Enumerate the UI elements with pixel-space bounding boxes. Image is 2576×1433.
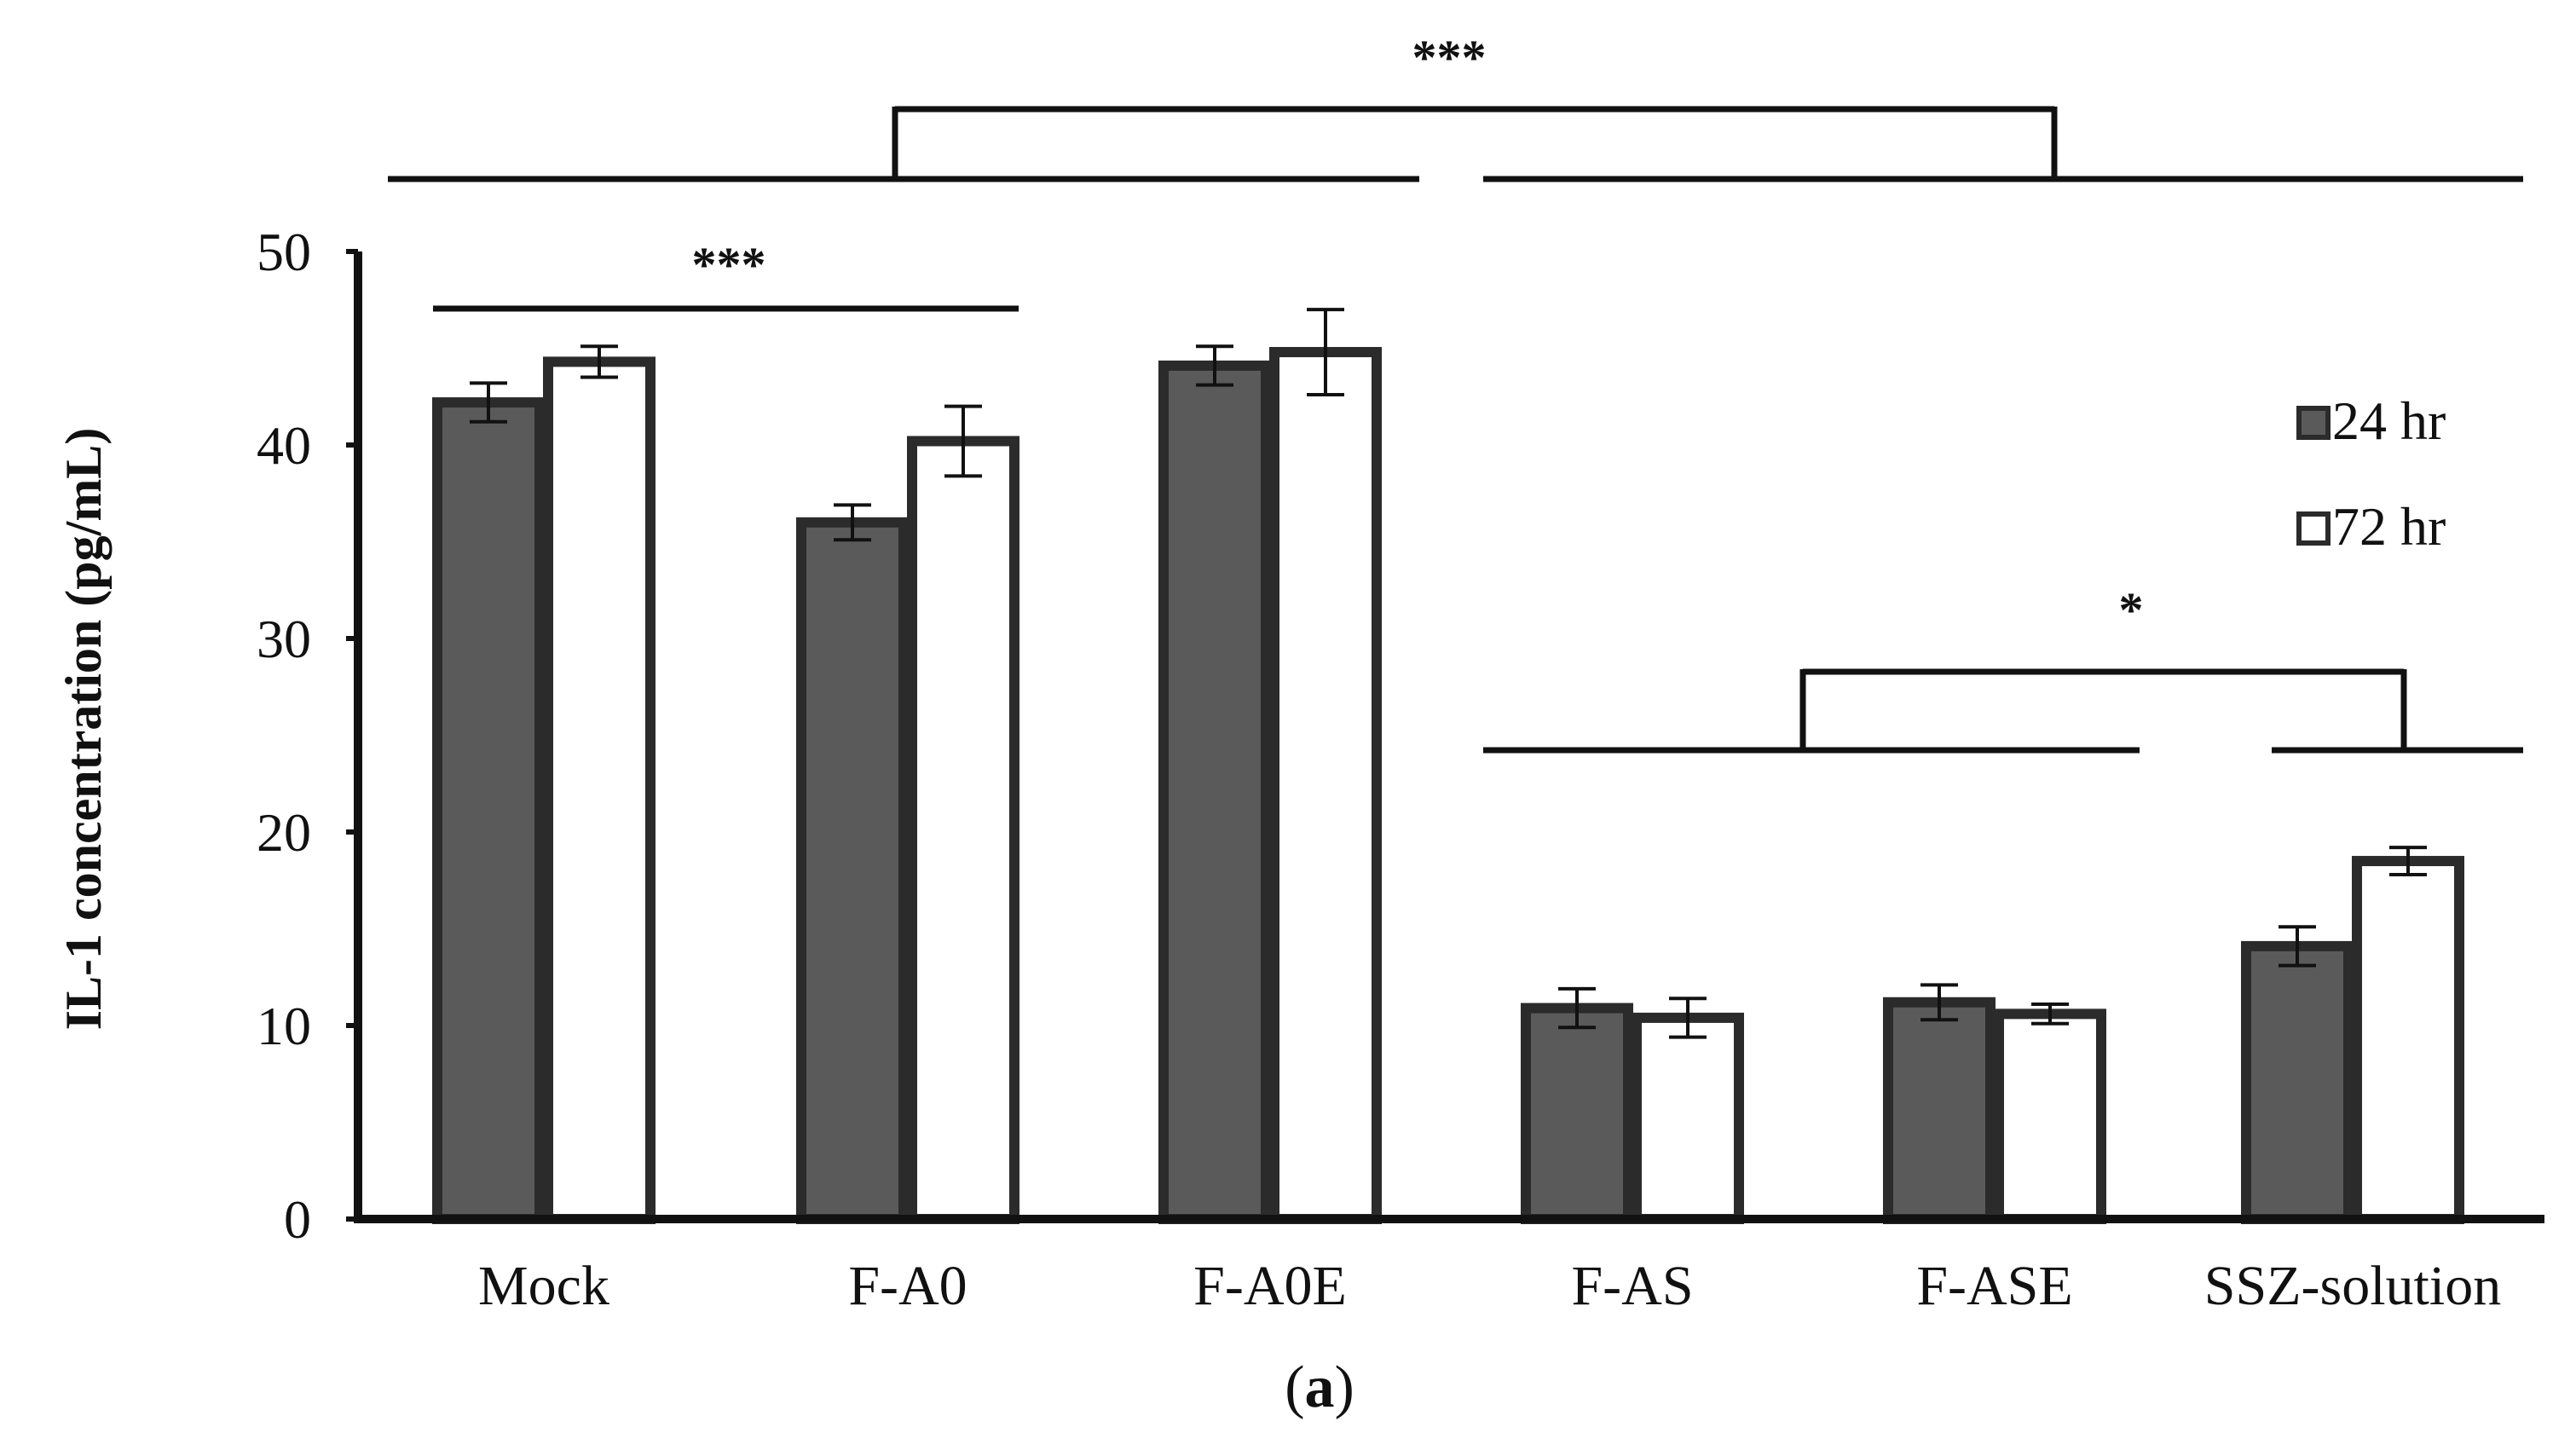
- x-tick-label-f-as: F-AS: [1571, 1255, 1693, 1317]
- bar-24hr-f-a0e: [1158, 360, 1271, 1224]
- y-tick-label-0: 0: [284, 1189, 311, 1250]
- bar-72hr-f-a0: [907, 436, 1019, 1224]
- y-axis-label: IL-1 concentration (pg/mL): [55, 428, 112, 1031]
- bar-24hr-f-a0: [796, 517, 909, 1224]
- bars-layer: [432, 347, 2464, 1225]
- sig-label-top: ***: [1412, 30, 1487, 85]
- legend-label-24hr: 24 hr: [2332, 390, 2446, 451]
- significance-brackets: [388, 106, 2523, 754]
- bar-72hr-f-a0e: [1269, 347, 1382, 1225]
- y-ticks: 0 10 20 30 40 50: [257, 222, 358, 1250]
- x-categories: Mock F-A0 F-A0E F-AS F-ASE SSZ-solution: [478, 1255, 2501, 1317]
- legend-swatch-72hr: [2296, 511, 2331, 546]
- x-tick-label-f-a0e: F-A0E: [1193, 1255, 1347, 1317]
- y-tick-label-10: 10: [257, 996, 311, 1056]
- bar-24hr-f-as: [1521, 1003, 1633, 1224]
- x-tick-label-ssz-solution: SSZ-solution: [2204, 1255, 2501, 1317]
- bar-72hr-f-ase: [1994, 1008, 2106, 1224]
- axes: [354, 251, 2544, 1223]
- errorbars-layer: [470, 308, 2427, 1039]
- sig-label-ssz: *: [2119, 582, 2144, 638]
- bar-72hr-mock: [543, 356, 656, 1224]
- y-tick-label-40: 40: [257, 415, 311, 476]
- sig-label-mock-fa0: ***: [692, 237, 766, 292]
- bar-24hr-mock: [432, 397, 545, 1224]
- panel-letter: a: [1305, 1355, 1335, 1420]
- x-tick-label-f-ase: F-ASE: [1916, 1255, 2072, 1317]
- legend-swatch-24hr: [2296, 406, 2331, 440]
- panel-label: (a): [1285, 1355, 1354, 1420]
- y-tick-label-20: 20: [257, 802, 311, 863]
- bar-24hr-f-ase: [1883, 997, 1996, 1225]
- legend-label-72hr: 72 hr: [2332, 496, 2446, 557]
- bar-72hr-ssz-solution: [2352, 856, 2464, 1224]
- legend: 24 hr 72 hr: [2296, 390, 2446, 557]
- x-tick-label-mock: Mock: [478, 1255, 609, 1317]
- x-tick-label-f-a0: F-A0: [848, 1255, 967, 1317]
- bar-72hr-f-as: [1632, 1012, 1744, 1225]
- bar-24hr-ssz-solution: [2241, 940, 2354, 1225]
- y-tick-label-50: 50: [257, 222, 311, 282]
- y-tick-label-30: 30: [257, 609, 311, 669]
